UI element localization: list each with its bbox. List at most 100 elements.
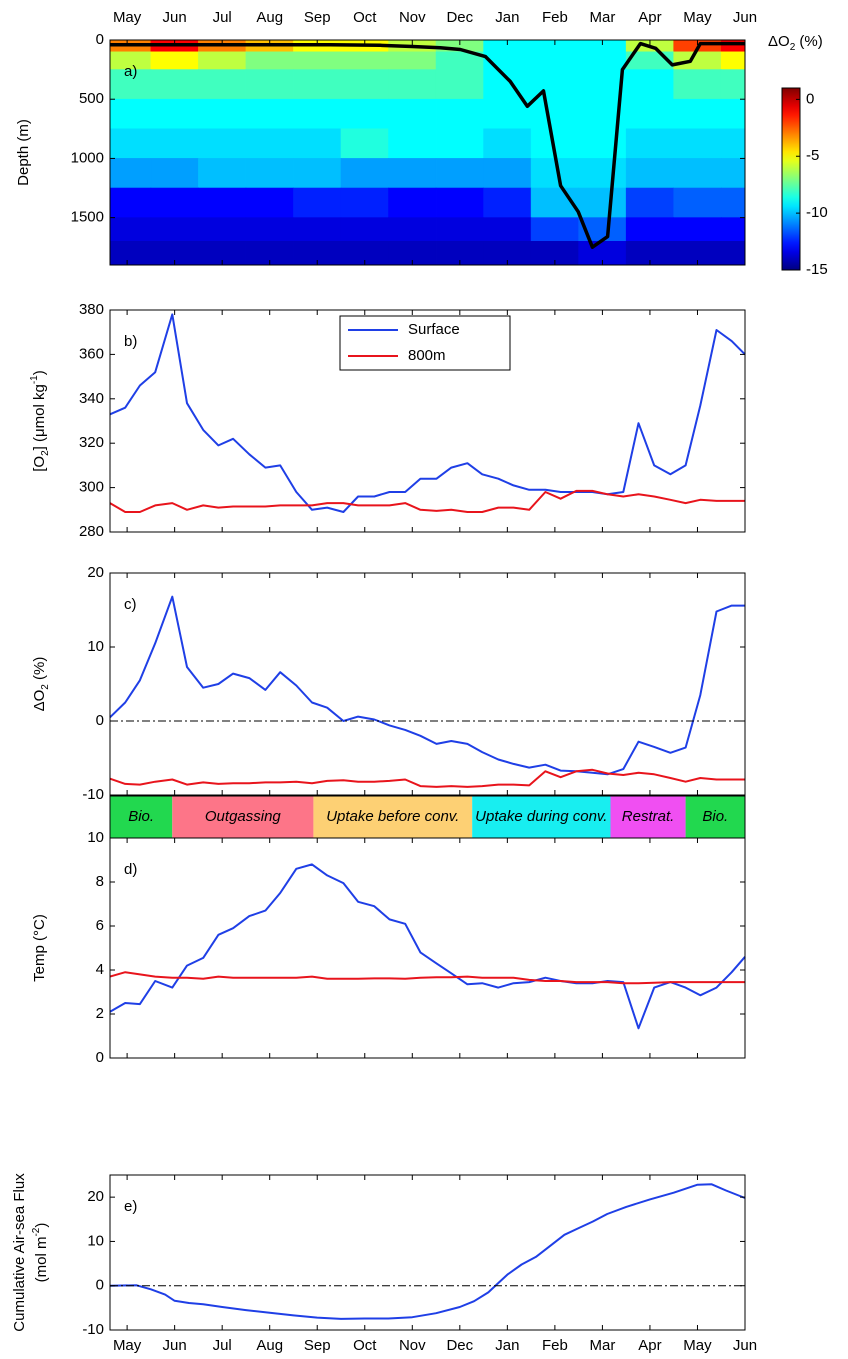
heatmap-cell <box>435 158 484 189</box>
heatmap-cell <box>293 158 342 189</box>
y-tick-label: 340 <box>79 390 104 407</box>
x-tick-label: Jun <box>733 9 757 26</box>
heatmap-cell <box>388 187 437 218</box>
heatmap-cell <box>720 51 746 70</box>
mixed-layer-line <box>110 41 745 249</box>
y-tick-label: 360 <box>79 345 104 362</box>
x-tick-label: Aug <box>256 1337 283 1354</box>
colorbar-tick-label: -10 <box>806 204 828 221</box>
y-tick-label: 300 <box>79 479 104 496</box>
y-tick-label: 500 <box>79 90 104 107</box>
heatmap-cell <box>340 128 389 159</box>
heatmap-cell <box>109 158 152 189</box>
label-part: Cumulative Air-sea Flux <box>11 1173 28 1332</box>
phase-band <box>472 796 611 838</box>
data-line <box>109 1183 746 1320</box>
y-tick-label: 0 <box>96 31 104 48</box>
x-tick-label: May <box>113 9 142 26</box>
heatmap-cell <box>388 98 437 130</box>
heatmap-cell <box>198 69 247 100</box>
heatmap-cell <box>720 128 746 159</box>
label-part: ) <box>31 370 48 375</box>
phase-label: Outgassing <box>205 808 282 825</box>
x-tick-label: May <box>683 9 712 26</box>
y-axis-label: (mol m-2) <box>31 1223 50 1283</box>
plot-frame <box>109 837 746 1059</box>
heatmap-cell <box>625 187 675 218</box>
heatmap-cell <box>530 217 579 242</box>
panel-label: b) <box>124 333 137 350</box>
x-tick-label: Aug <box>256 9 283 26</box>
heatmap-cell <box>340 98 389 130</box>
y-tick-label: 0 <box>96 712 104 729</box>
label-part: ] (μmol kg <box>31 384 48 450</box>
y-tick-label: 20 <box>87 564 104 581</box>
heatmap-cell <box>578 158 627 189</box>
plot-frame <box>109 572 746 796</box>
label-part: ΔO <box>768 33 790 50</box>
heatmap-cell <box>109 241 152 266</box>
label-part: -2 <box>31 1227 42 1236</box>
label-part: Depth (m) <box>15 119 32 186</box>
legend-label: Surface <box>408 321 460 338</box>
data-line <box>109 489 745 513</box>
heatmap-cell <box>625 98 675 130</box>
data-line <box>109 313 746 513</box>
x-tick-label: Jan <box>495 1337 519 1354</box>
heatmap-cell <box>150 69 199 100</box>
heatmap-cell <box>435 69 484 100</box>
x-tick-label: Jan <box>495 9 519 26</box>
x-tick-label: May <box>683 1337 712 1354</box>
heatmap-cell <box>198 51 247 70</box>
heatmap-cell <box>245 187 294 218</box>
heatmap-cell <box>293 69 342 100</box>
heatmap-cell <box>483 128 532 159</box>
heatmap-cell <box>109 98 152 130</box>
y-tick-label: 1000 <box>71 149 104 166</box>
data-line <box>109 971 745 985</box>
heatmap-cell <box>625 158 675 189</box>
heatmap-cell <box>245 158 294 189</box>
x-tick-label: May <box>113 1337 142 1354</box>
heatmap-cell <box>198 158 247 189</box>
label-part: ) <box>33 1223 50 1228</box>
heatmap-cell <box>720 217 746 242</box>
heatmap-cell <box>388 128 437 159</box>
heatmap-cell <box>720 158 746 189</box>
heatmap-cell <box>720 98 746 130</box>
y-tick-label: 20 <box>87 1188 104 1205</box>
x-tick-label: Oct <box>353 1337 377 1354</box>
heatmap-cell <box>673 128 722 159</box>
legend-box <box>339 315 511 371</box>
heatmap-cell <box>293 51 342 70</box>
heatmap-cell <box>625 128 675 159</box>
label-part: (%) <box>31 657 48 685</box>
heatmap-cell <box>293 128 342 159</box>
y-tick-label: 0 <box>96 1049 104 1066</box>
colorbar-label: ΔO2 (%) <box>768 33 823 53</box>
plot-frame <box>109 1174 746 1331</box>
y-tick-label: 6 <box>96 917 104 934</box>
heatmap-cell <box>673 187 722 218</box>
y-axis-label: Depth (m) <box>15 119 32 186</box>
heatmap-cell <box>198 217 247 242</box>
heatmap-cell <box>340 69 389 100</box>
y-tick-label: 280 <box>79 523 104 540</box>
colorbar <box>781 87 801 271</box>
heatmap-cell <box>720 39 746 53</box>
heatmap-cell <box>578 187 627 218</box>
heatmap-cell <box>720 187 746 218</box>
y-axis-label: ΔO2 (%) <box>31 657 51 712</box>
colorbar-tick-label: -5 <box>806 147 819 164</box>
y-tick-label: 10 <box>87 829 104 846</box>
heatmap-cell <box>150 158 199 189</box>
heatmap-cell <box>673 51 722 70</box>
heatmap-cell <box>109 187 152 218</box>
heatmap-cell <box>150 98 199 130</box>
phase-band <box>685 796 745 838</box>
x-tick-label: Dec <box>446 9 473 26</box>
phase-label: Bio. <box>702 808 728 825</box>
heatmap-cell <box>198 128 247 159</box>
heatmap-cell <box>340 187 389 218</box>
